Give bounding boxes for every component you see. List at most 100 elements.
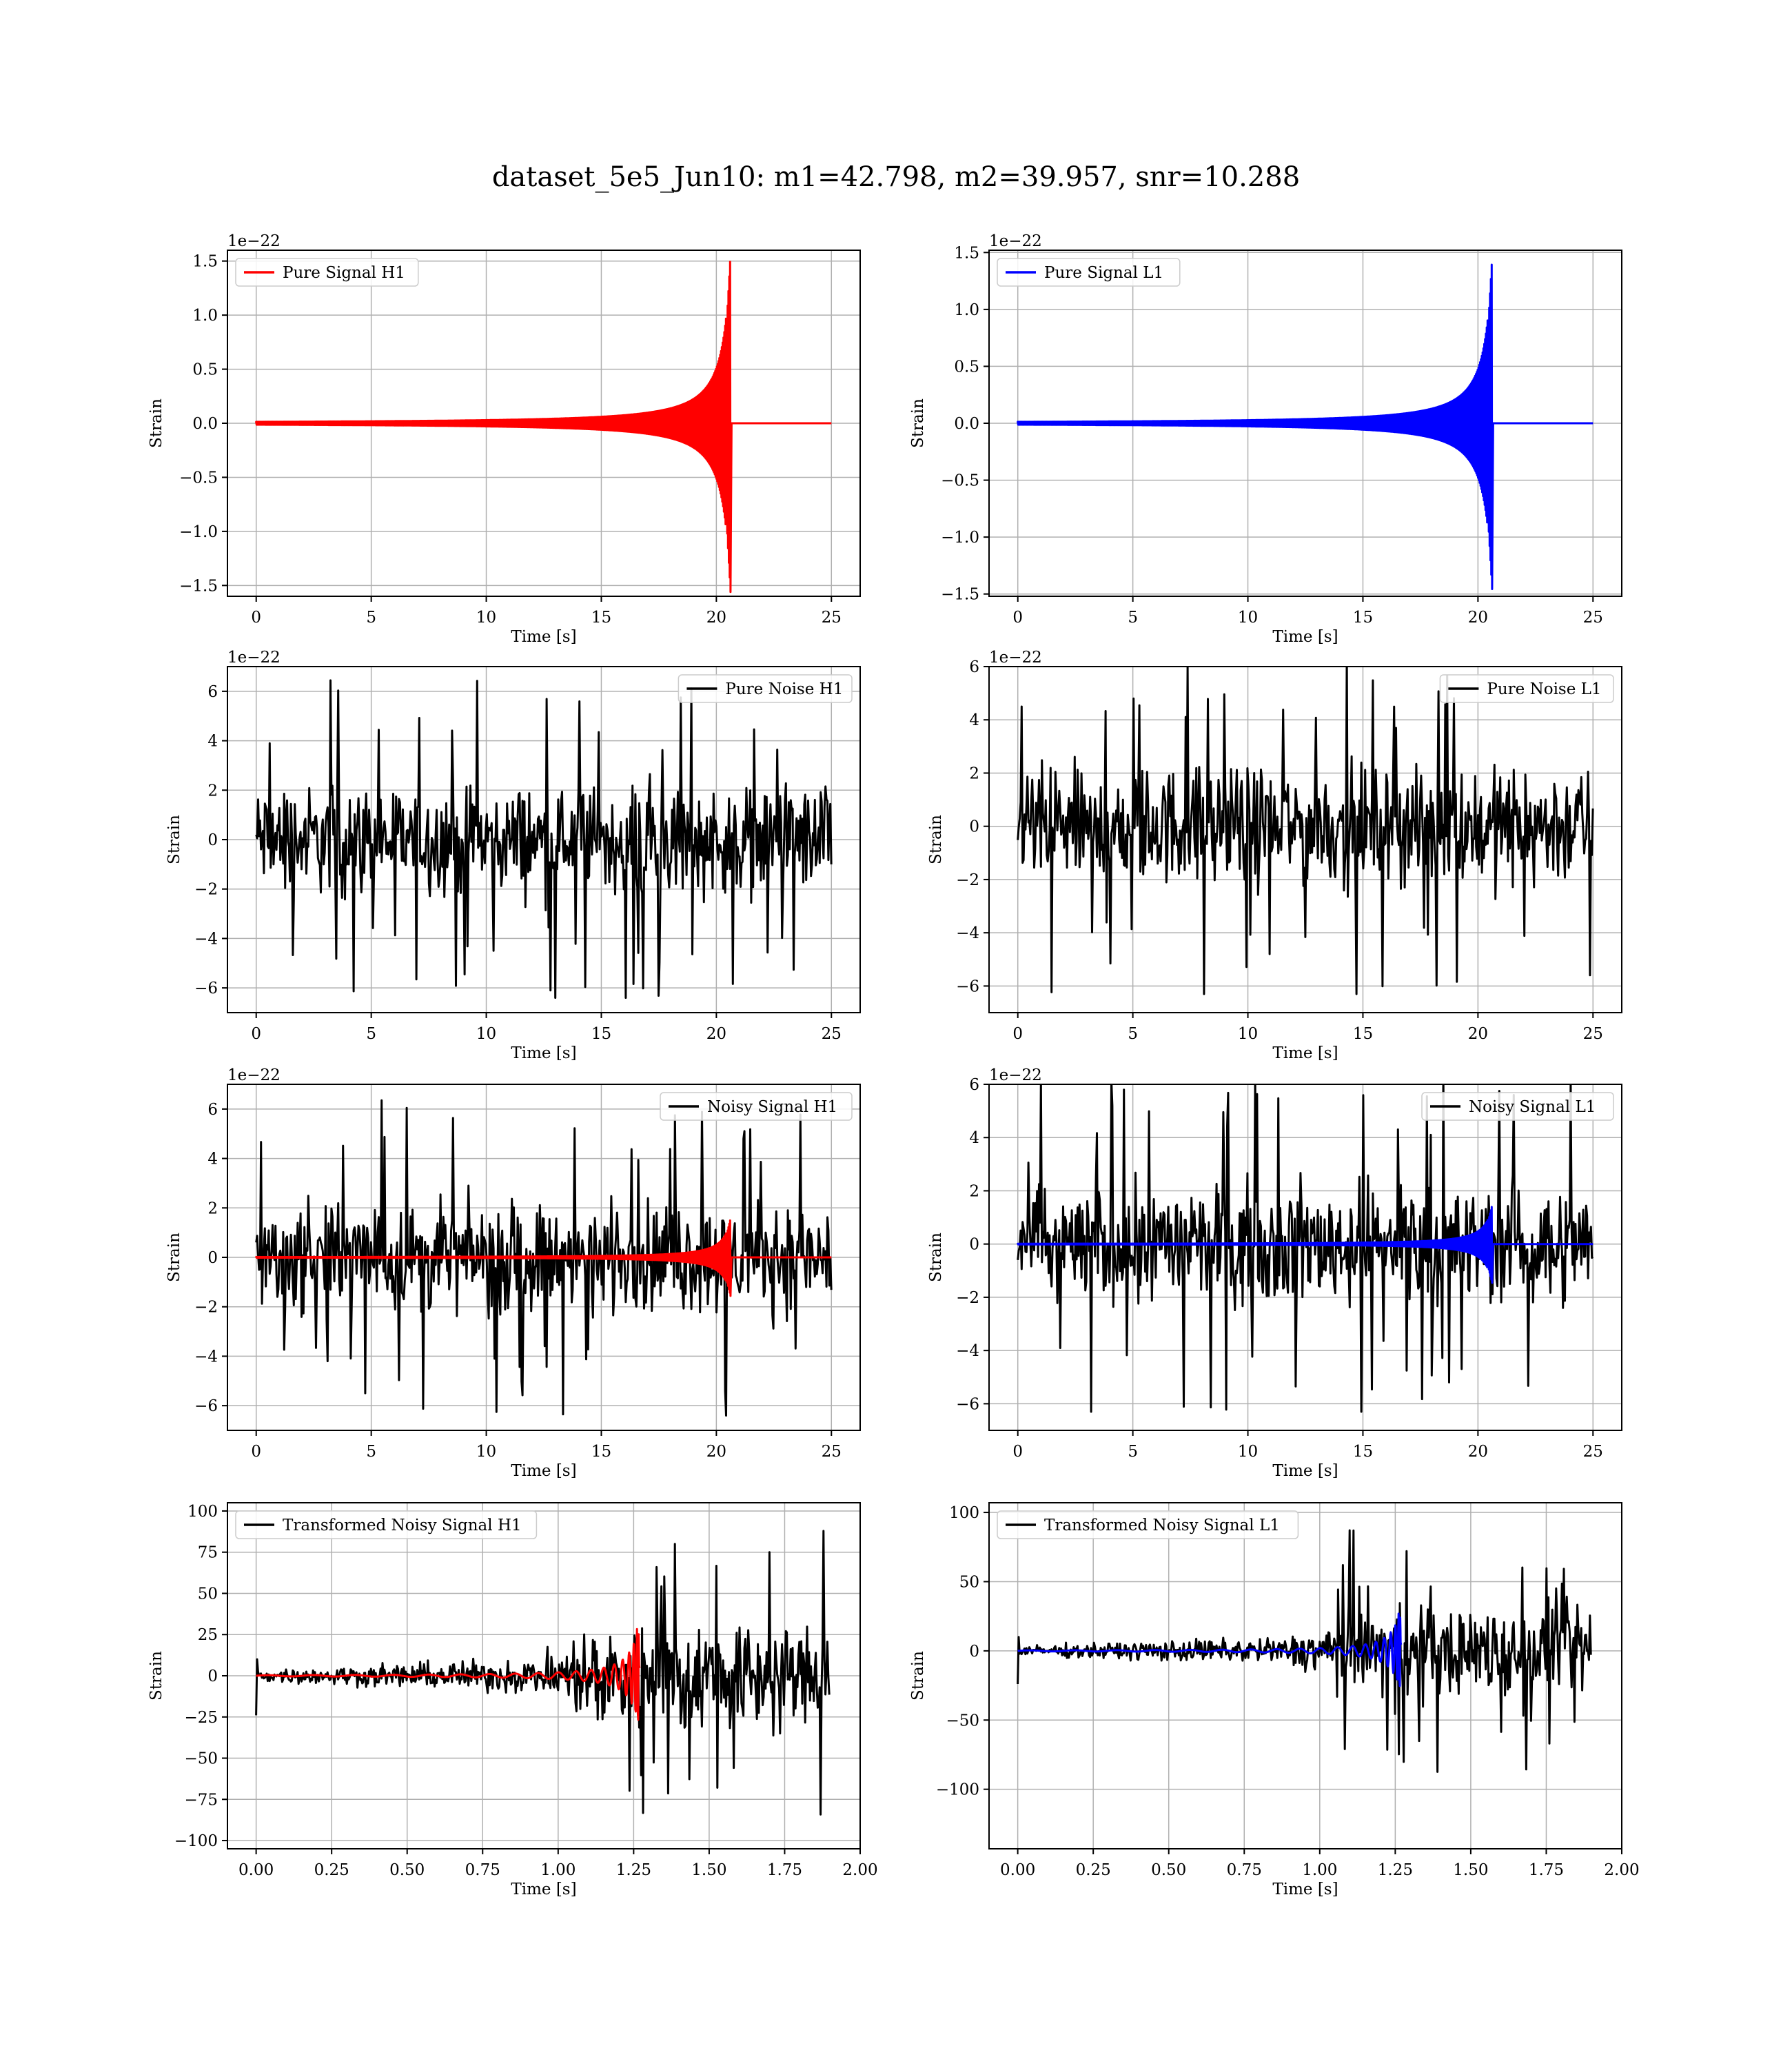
x-tick-label: 10 <box>1238 1443 1258 1461</box>
y-tick-label: −2 <box>194 881 218 899</box>
legend-label: Transformed Noisy Signal L1 <box>1044 1517 1280 1534</box>
x-tick-label: 25 <box>822 1443 842 1461</box>
legend: Transformed Noisy Signal L1 <box>997 1510 1299 1539</box>
y-tick-label: −0.5 <box>941 472 979 490</box>
x-tick-label: 25 <box>822 609 842 627</box>
y-tick-label: −2 <box>194 1299 218 1317</box>
x-tick-label: 15 <box>591 609 611 627</box>
x-tick-label: 1.00 <box>540 1861 576 1879</box>
legend-label: Noisy Signal L1 <box>1469 1098 1596 1116</box>
y-tick-label: −0.5 <box>179 469 218 487</box>
y-tick-label: −4 <box>194 930 218 948</box>
panel-pure-noise-h1: 0 5 10 15 20 25 −6 −4 −2 0 2 4 6 Time [s] Strain 1e−22 P… <box>165 649 861 1062</box>
y-tick-label: 6 <box>207 1101 218 1119</box>
x-tick-label: 5 <box>1128 1025 1138 1043</box>
x-tick-label: 2.00 <box>842 1861 877 1879</box>
legend: Noisy Signal H1 <box>660 1092 853 1121</box>
legend-label: Pure Noise H1 <box>725 680 843 698</box>
series-group <box>1017 1084 1594 1413</box>
x-tick-label: 20 <box>706 1443 726 1461</box>
y-tick-label: −100 <box>936 1781 979 1799</box>
x-tick-label: 20 <box>1468 609 1488 627</box>
panel-pure-signal-h1: 0 5 10 15 20 25 −1.5 −1.0 −0.5 0.0 0.5 1.0 1.5 Time [… <box>147 232 861 646</box>
x-tick-label: 10 <box>476 609 496 627</box>
y-tick-label: 1.0 <box>954 301 979 319</box>
y-axis-label: Strain <box>147 398 165 448</box>
x-tick-label: 0 <box>251 609 261 627</box>
x-tick-label: 15 <box>591 1443 611 1461</box>
y-offset-label: 1e−22 <box>989 232 1042 250</box>
figure-suptitle: dataset_5e5_Jun10: m1=42.798, m2=39.957,… <box>492 161 1300 193</box>
x-tick-label: 15 <box>1353 1443 1373 1461</box>
y-tick-label: −25 <box>184 1709 218 1727</box>
y-tick-label: −6 <box>956 977 979 995</box>
y-tick-label: −6 <box>194 1397 218 1415</box>
series-group <box>255 1099 833 1417</box>
y-tick-label: 0 <box>207 1249 218 1267</box>
y-tick-label: 75 <box>198 1544 218 1562</box>
y-tick-label: 50 <box>198 1585 218 1603</box>
series-line-pure-noise-l1 <box>1017 667 1594 995</box>
series-line-pure-signal-l1 <box>1017 263 1594 590</box>
y-tick-label: 6 <box>207 683 218 701</box>
y-tick-label: −75 <box>184 1791 218 1809</box>
panel-pure-noise-l1: 0 5 10 15 20 25 −6 −4 −2 0 2 4 6 Time [s] Strain 1e−22 P… <box>927 649 1622 1062</box>
y-tick-label: −1.0 <box>941 529 979 547</box>
y-axis-label: Strain <box>147 1651 165 1701</box>
x-tick-label: 5 <box>366 1025 376 1043</box>
x-tick-label: 0.75 <box>465 1861 500 1879</box>
legend-label: Transformed Noisy Signal H1 <box>283 1517 522 1534</box>
x-tick-label: 15 <box>1353 609 1373 627</box>
y-tick-label: 2 <box>969 764 979 782</box>
grid <box>227 667 860 1013</box>
legend-box <box>1421 1092 1614 1121</box>
series-line-pure-signal-h1 <box>255 261 832 594</box>
legend: Pure Noise L1 <box>1439 674 1614 703</box>
x-tick-label: 1.75 <box>1529 1861 1564 1879</box>
x-tick-label: 0.50 <box>389 1861 425 1879</box>
legend-box <box>997 258 1181 287</box>
x-tick-label: 5 <box>1128 609 1138 627</box>
y-tick-label: −1.5 <box>941 586 979 604</box>
y-tick-label: 0 <box>207 831 218 849</box>
legend-label: Pure Noise L1 <box>1487 680 1601 698</box>
x-tick-label: 25 <box>1583 1025 1603 1043</box>
x-tick-label: 0.00 <box>238 1861 274 1879</box>
y-offset-label: 1e−22 <box>227 1066 281 1084</box>
legend: Transformed Noisy Signal H1 <box>235 1510 538 1539</box>
x-axis-label: Time [s] <box>511 628 576 646</box>
x-tick-label: 1.50 <box>1453 1861 1488 1879</box>
y-tick-label: 6 <box>969 1076 979 1094</box>
legend: Pure Signal L1 <box>997 258 1181 287</box>
x-tick-label: 15 <box>591 1025 611 1043</box>
axes-frame <box>988 1084 1622 1431</box>
legend-box <box>678 674 853 703</box>
y-axis-label: Strain <box>165 815 183 864</box>
y-tick-label: 4 <box>969 711 979 729</box>
legend-box <box>1439 674 1614 703</box>
x-tick-label: 5 <box>366 609 376 627</box>
x-axis-label: Time [s] <box>1272 1044 1338 1062</box>
x-axis-label: Time [s] <box>1272 1462 1338 1480</box>
y-tick-label: −4 <box>956 1342 979 1360</box>
series-group <box>255 1530 831 1816</box>
x-tick-label: 20 <box>1468 1443 1488 1461</box>
y-tick-label: −100 <box>174 1832 218 1850</box>
legend-label: Noisy Signal H1 <box>707 1098 837 1116</box>
series-line-transformed-noisy-signal-h1 <box>255 1530 831 1816</box>
y-axis-label: Strain <box>909 1651 927 1701</box>
x-tick-label: 0 <box>251 1443 261 1461</box>
x-tick-label: 25 <box>1583 609 1603 627</box>
x-tick-label: 1.25 <box>1378 1861 1413 1879</box>
y-tick-label: −1.0 <box>179 523 218 541</box>
x-tick-label: 1.75 <box>767 1861 802 1879</box>
x-tick-label: 0.75 <box>1227 1861 1262 1879</box>
axes-frame <box>988 666 1622 1013</box>
y-tick-label: 0.5 <box>954 358 979 376</box>
x-tick-label: 1.00 <box>1302 1861 1337 1879</box>
x-tick-label: 25 <box>1583 1443 1603 1461</box>
y-axis-label: Strain <box>909 398 927 448</box>
x-tick-label: 1.25 <box>616 1861 651 1879</box>
